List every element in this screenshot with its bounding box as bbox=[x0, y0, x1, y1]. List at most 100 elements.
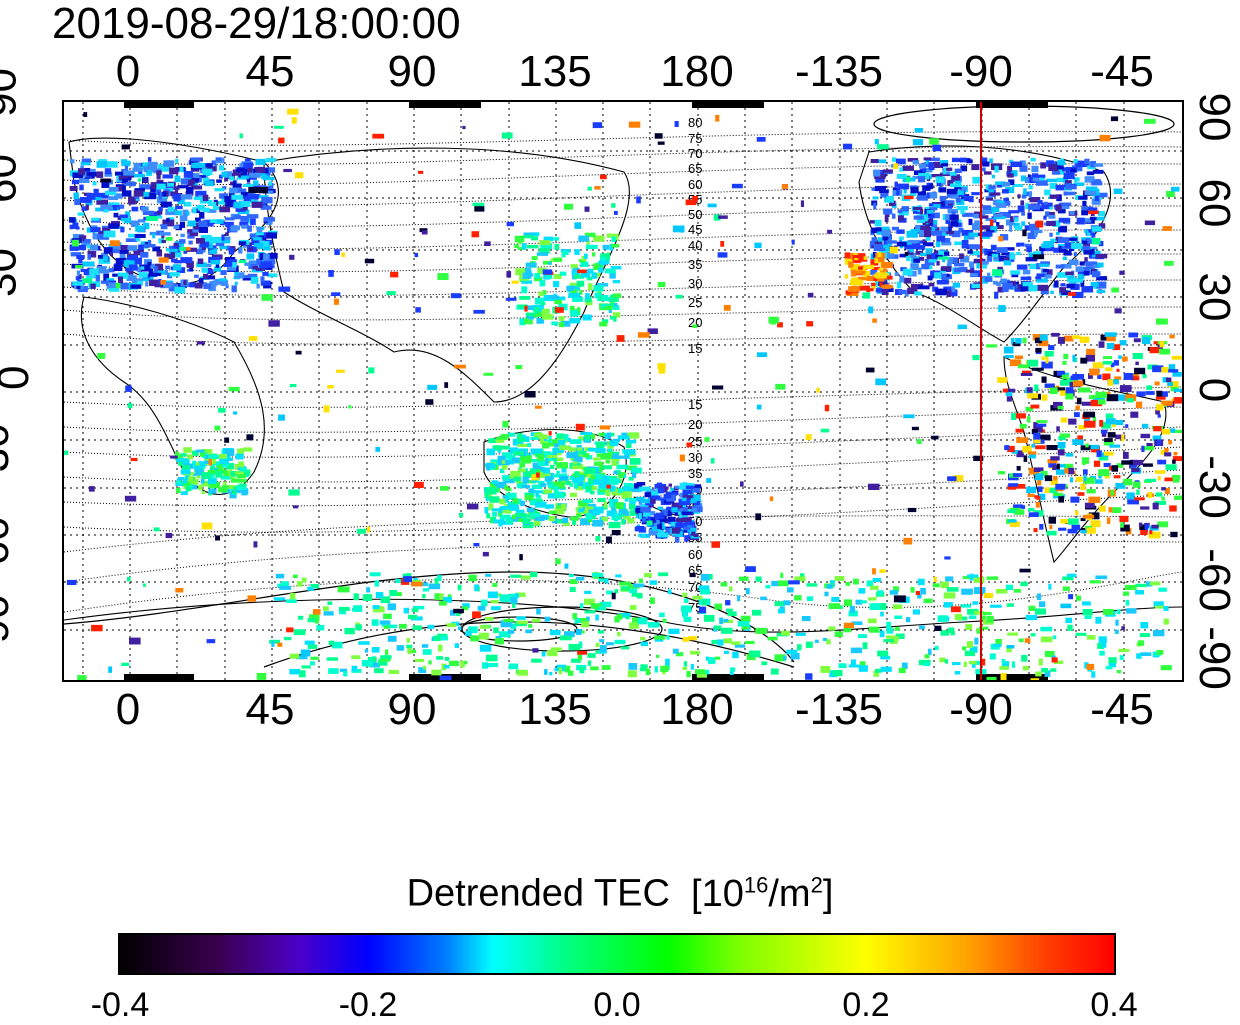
tec-point bbox=[973, 576, 985, 583]
tec-point bbox=[1114, 308, 1122, 314]
tec-point bbox=[657, 506, 663, 510]
tec-point bbox=[916, 439, 922, 445]
tec-point bbox=[910, 229, 921, 233]
tec-point bbox=[1039, 524, 1044, 530]
tec-point bbox=[939, 657, 946, 663]
tec-point bbox=[1096, 281, 1107, 289]
tec-point bbox=[289, 384, 297, 388]
tec-point bbox=[72, 172, 84, 179]
tec-point bbox=[498, 510, 503, 517]
tec-point bbox=[996, 247, 1008, 253]
tec-point bbox=[1012, 184, 1023, 187]
tec-point bbox=[929, 192, 938, 199]
tec-point bbox=[877, 650, 889, 657]
tec-point bbox=[1027, 174, 1032, 179]
tec-point bbox=[616, 472, 626, 476]
tec-point bbox=[479, 625, 490, 629]
tec-point bbox=[1019, 568, 1031, 573]
tec-point bbox=[1026, 387, 1033, 393]
tec-point bbox=[1030, 157, 1036, 162]
tec-point bbox=[1100, 334, 1107, 341]
tec-point bbox=[593, 285, 604, 292]
tec-point bbox=[609, 271, 616, 279]
tec-point bbox=[439, 675, 452, 680]
tec-point bbox=[556, 504, 565, 509]
tec-point bbox=[103, 230, 116, 238]
tec-point bbox=[962, 576, 971, 580]
tec-point bbox=[915, 250, 923, 255]
tec-point bbox=[618, 474, 624, 479]
tec-point bbox=[902, 268, 913, 276]
tec-point bbox=[263, 244, 271, 251]
tec-point bbox=[1075, 632, 1087, 636]
tec-point bbox=[1081, 286, 1094, 293]
tec-point bbox=[176, 479, 182, 485]
tec-point bbox=[77, 212, 85, 216]
tec-point bbox=[663, 494, 673, 499]
tec-point bbox=[575, 576, 585, 581]
tec-point bbox=[1048, 164, 1059, 171]
tec-point bbox=[248, 336, 258, 341]
tec-point bbox=[770, 320, 777, 325]
tec-point bbox=[515, 365, 523, 370]
tec-point bbox=[602, 244, 610, 250]
tec-point bbox=[1091, 271, 1101, 278]
top-lon-tick: 180 bbox=[660, 47, 734, 96]
tec-point bbox=[582, 499, 593, 503]
tec-point bbox=[198, 278, 204, 284]
tec-point bbox=[174, 241, 184, 247]
tec-point bbox=[569, 483, 573, 487]
tec-point bbox=[601, 516, 608, 522]
contour-label: 15 bbox=[688, 397, 702, 412]
tec-point bbox=[992, 269, 1003, 277]
tec-point bbox=[905, 252, 916, 258]
tec-point bbox=[145, 281, 149, 287]
tec-point bbox=[530, 513, 541, 517]
tec-point bbox=[605, 459, 610, 464]
tec-point bbox=[780, 572, 784, 578]
tec-point bbox=[935, 176, 945, 184]
tec-point bbox=[78, 168, 86, 175]
tec-point bbox=[996, 222, 1000, 227]
tec-point bbox=[1070, 496, 1080, 503]
tec-point bbox=[1067, 528, 1078, 534]
tec-point bbox=[997, 225, 1004, 230]
tec-point bbox=[590, 666, 599, 671]
tec-point bbox=[599, 296, 603, 302]
tec-point bbox=[682, 507, 689, 511]
top-lon-tick: 90 bbox=[387, 47, 437, 96]
tec-point bbox=[1164, 488, 1170, 494]
tec-point bbox=[1036, 180, 1048, 186]
tec-point bbox=[845, 582, 851, 586]
tec-point bbox=[767, 636, 778, 641]
tec-point bbox=[280, 581, 289, 587]
tec-point bbox=[1015, 338, 1022, 344]
tec-point bbox=[559, 475, 568, 481]
tec-point bbox=[1088, 373, 1093, 379]
tec-point bbox=[215, 470, 223, 478]
tec-point bbox=[663, 510, 668, 516]
tec-point bbox=[121, 662, 130, 666]
tec-point bbox=[1041, 356, 1045, 360]
tec-point bbox=[411, 608, 419, 613]
tec-point bbox=[960, 256, 970, 263]
tec-point bbox=[593, 263, 600, 271]
tec-point bbox=[238, 461, 244, 468]
tec-point bbox=[1104, 332, 1117, 337]
tec-point bbox=[592, 519, 604, 527]
tec-point bbox=[164, 269, 169, 275]
tec-point bbox=[246, 434, 254, 441]
tec-point bbox=[198, 220, 208, 228]
tec-point bbox=[519, 318, 526, 326]
tec-point bbox=[848, 664, 860, 668]
tec-point bbox=[203, 275, 216, 280]
tec-point bbox=[525, 312, 538, 318]
tec-point bbox=[552, 439, 561, 443]
tec-point bbox=[1172, 372, 1182, 377]
tec-point bbox=[532, 462, 542, 470]
tec-point bbox=[826, 584, 833, 589]
tec-point bbox=[918, 285, 930, 290]
tec-point bbox=[1119, 340, 1127, 346]
tec-point bbox=[596, 283, 609, 287]
tec-point bbox=[1085, 354, 1095, 362]
